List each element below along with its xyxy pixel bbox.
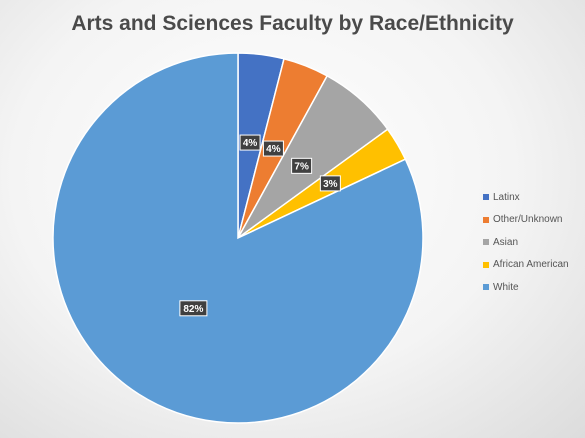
legend-label: Asian (493, 236, 519, 248)
legend-item-asian: Asian (483, 231, 583, 254)
data-label-box (179, 300, 208, 317)
data-label-text: 3% (323, 179, 338, 190)
legend-swatch (483, 284, 489, 291)
pie-slice-white (52, 52, 424, 424)
legend-item-latinx: Latinx (483, 186, 583, 209)
data-label-text: 4% (243, 138, 258, 149)
data-label-box (239, 134, 261, 151)
chart-title: Arts and Sciences Faculty by Race/Ethnic… (71, 12, 514, 35)
legend-item-other-unknown: Other/Unknown (483, 209, 583, 232)
legend-item-african-american: African American (483, 254, 583, 277)
legend-label: Other/Unknown (493, 214, 563, 226)
legend-item-white: White (483, 276, 583, 299)
data-label-box (262, 140, 284, 157)
data-label-text: 4% (266, 144, 281, 155)
legend: Latinx Other/Unknown Asian African American… (483, 186, 583, 299)
data-label-latinx: 4% (239, 134, 261, 151)
legend-label: Latinx (493, 191, 520, 203)
data-label-other-unknown: 4% (262, 140, 284, 157)
data-label-box (319, 175, 341, 192)
data-label-text: 7% (294, 161, 309, 172)
legend-label: African American (493, 259, 569, 271)
data-label-box (291, 157, 313, 174)
legend-label: White (493, 281, 519, 293)
legend-swatch (483, 216, 489, 223)
data-label-asian: 7% (291, 157, 313, 174)
data-label-african-american: 3% (319, 175, 341, 192)
legend-swatch (483, 194, 489, 201)
data-label-white: 82% (179, 300, 208, 317)
legend-swatch (483, 261, 489, 268)
legend-swatch (483, 239, 489, 246)
data-label-text: 82% (183, 304, 203, 315)
